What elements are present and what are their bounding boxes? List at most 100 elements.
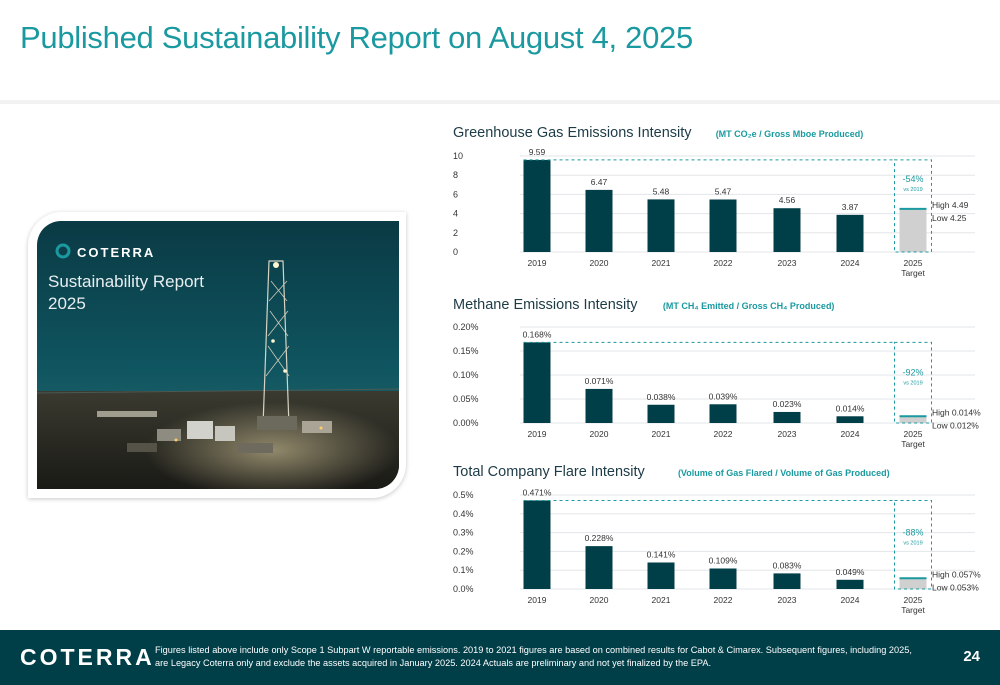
chart-1-title: Greenhouse Gas Emissions Intensity xyxy=(453,125,692,141)
chart-3-category-label: 2022 xyxy=(714,595,733,605)
chart-3-ytick-label: 0.3% xyxy=(453,528,474,538)
chart-3-category-label: 2025 xyxy=(904,595,923,605)
chart-3-ytick-label: 0.5% xyxy=(453,490,474,500)
chart-2-category-label: 2020 xyxy=(590,429,609,439)
chart-1-bar xyxy=(523,159,551,252)
chart-3-target-bar xyxy=(899,578,927,589)
chart-2-bar xyxy=(585,388,613,423)
chart-3-value-label: 0.471% xyxy=(523,487,552,497)
chart-1-bar xyxy=(773,208,801,252)
chart-1-bar xyxy=(585,189,613,252)
chart-2-bar xyxy=(836,416,864,423)
chart-1-category-label: 2021 xyxy=(652,258,671,268)
chart-1-category-label: 2022 xyxy=(714,258,733,268)
chart-1-bar xyxy=(709,199,737,252)
chart-1-ytick-label: 4 xyxy=(453,209,458,219)
chart-3-bar xyxy=(836,579,864,589)
chart-1-ytick-label: 10 xyxy=(453,151,463,161)
chart-2-bar xyxy=(523,342,551,423)
chart-3-bar xyxy=(585,546,613,589)
chart-2-target-high-label: High 0.014% xyxy=(932,407,981,417)
chart-1-target-bar xyxy=(899,208,927,252)
chart-1-ytick-label: 6 xyxy=(453,189,458,199)
chart-2-title: Methane Emissions Intensity xyxy=(453,297,638,313)
page-title: Published Sustainability Report on Augus… xyxy=(20,20,693,55)
chart-1-bar xyxy=(647,199,675,252)
chart-1-category-sublabel: Target xyxy=(901,268,925,278)
footer-bar: COTERRA Figures listed above include onl… xyxy=(0,630,1000,685)
chart-2-ytick-label: 0.10% xyxy=(453,370,479,380)
chart-2-bar xyxy=(709,404,737,423)
chart-2-bar xyxy=(773,411,801,423)
chart-2-category-label: 2022 xyxy=(714,429,733,439)
chart-3-bar xyxy=(647,562,675,589)
chart-3-category-label: 2019 xyxy=(528,595,547,605)
chart-3-category-label: 2023 xyxy=(778,595,797,605)
chart-2-ytick-label: 0.15% xyxy=(453,346,479,356)
chart-2-target-bar xyxy=(899,416,927,423)
footer-note: Figures listed above include only Scope … xyxy=(155,645,912,668)
chart-2-reduction: -92% xyxy=(902,368,923,378)
chart-1-value-label: 3.87 xyxy=(842,202,859,212)
chart-3-target-box xyxy=(894,499,932,590)
chart-1-reduction-note: vs 2019 xyxy=(903,187,922,193)
chart-3-reduction: -88% xyxy=(902,527,923,537)
chart-3-bar xyxy=(523,500,551,589)
chart-1-ytick-label: 0 xyxy=(453,247,458,257)
footer-logo: COTERRA xyxy=(20,644,155,670)
chart-3-target-low-label: Low 0.053% xyxy=(932,582,979,592)
chart-2-category-label: 2019 xyxy=(528,429,547,439)
chart-3-category-label: 2021 xyxy=(652,595,671,605)
chart-2-value-label: 0.168% xyxy=(523,329,552,339)
chart-2-subtitle: (MT CH₄ Emitted / Gross CH₄ Produced) xyxy=(663,301,835,311)
chart-3-reduction-note: vs 2019 xyxy=(903,540,922,546)
chart-1-ytick-label: 2 xyxy=(453,228,458,238)
chart-2-category-sublabel: Target xyxy=(901,439,925,449)
chart-2-value-label: 0.039% xyxy=(709,391,738,401)
chart-3-category-sublabel: Target xyxy=(901,605,925,615)
chart-2-ytick-label: 0.05% xyxy=(453,394,479,404)
chart-1-target-low-label: Low 4.25 xyxy=(932,213,967,223)
chart-2-target-box xyxy=(894,341,932,424)
chart-1-bar xyxy=(836,214,864,252)
chart-2-value-label: 0.023% xyxy=(773,399,802,409)
chart-3-ytick-label: 0.0% xyxy=(453,584,474,594)
chart-2-value-label: 0.071% xyxy=(585,376,614,386)
charts-canvas: Greenhouse Gas Emissions Intensity (MT CO… xyxy=(453,125,981,615)
chart-3-value-label: 0.083% xyxy=(773,560,802,570)
emissions-charts: Greenhouse Gas Emissions Intensity (MT CO… xyxy=(440,118,985,628)
chart-1-value-label: 6.47 xyxy=(591,177,608,187)
chart-2-category-label: 2021 xyxy=(652,429,671,439)
chart-3-ytick-label: 0.2% xyxy=(453,546,474,556)
chart-2-ytick-label: 0.00% xyxy=(453,418,479,428)
chart-1-category-label: 2020 xyxy=(590,258,609,268)
chart-2-category-label: 2024 xyxy=(841,429,860,439)
chart-2-value-label: 0.038% xyxy=(647,392,676,402)
report-title-line1: Sustainability Report xyxy=(48,272,204,291)
report-cover-image: COTERRA Sustainability Report 2025 xyxy=(37,221,399,489)
report-brand: COTERRA xyxy=(77,245,155,260)
chart-1-value-label: 4.56 xyxy=(779,195,796,205)
chart-2-reduction-note: vs 2019 xyxy=(903,381,922,387)
chart-2-value-label: 0.014% xyxy=(836,403,865,413)
chart-1-value-label: 9.59 xyxy=(529,147,546,157)
chart-1-reduction: -54% xyxy=(902,174,923,184)
chart-3-bar xyxy=(773,573,801,589)
chart-3-ytick-label: 0.1% xyxy=(453,565,474,575)
chart-1-value-label: 5.48 xyxy=(653,186,670,196)
chart-3-value-label: 0.049% xyxy=(836,567,865,577)
chart-2-category-label: 2025 xyxy=(904,429,923,439)
chart-3-target-high-label: High 0.057% xyxy=(932,569,981,579)
chart-2-bar xyxy=(647,404,675,423)
chart-2-category-label: 2023 xyxy=(778,429,797,439)
chart-2-ytick-label: 0.20% xyxy=(453,322,479,332)
chart-1-category-label: 2024 xyxy=(841,258,860,268)
page-number: 24 xyxy=(963,648,980,665)
chart-3-subtitle: (Volume of Gas Flared / Volume of Gas Pr… xyxy=(678,468,890,478)
chart-1-value-label: 5.47 xyxy=(715,186,732,196)
chart-3-value-label: 0.228% xyxy=(585,533,614,543)
chart-3-bar xyxy=(709,568,737,589)
chart-3-value-label: 0.141% xyxy=(647,549,676,559)
chart-3-ytick-label: 0.4% xyxy=(453,509,474,519)
chart-1-category-label: 2023 xyxy=(778,258,797,268)
